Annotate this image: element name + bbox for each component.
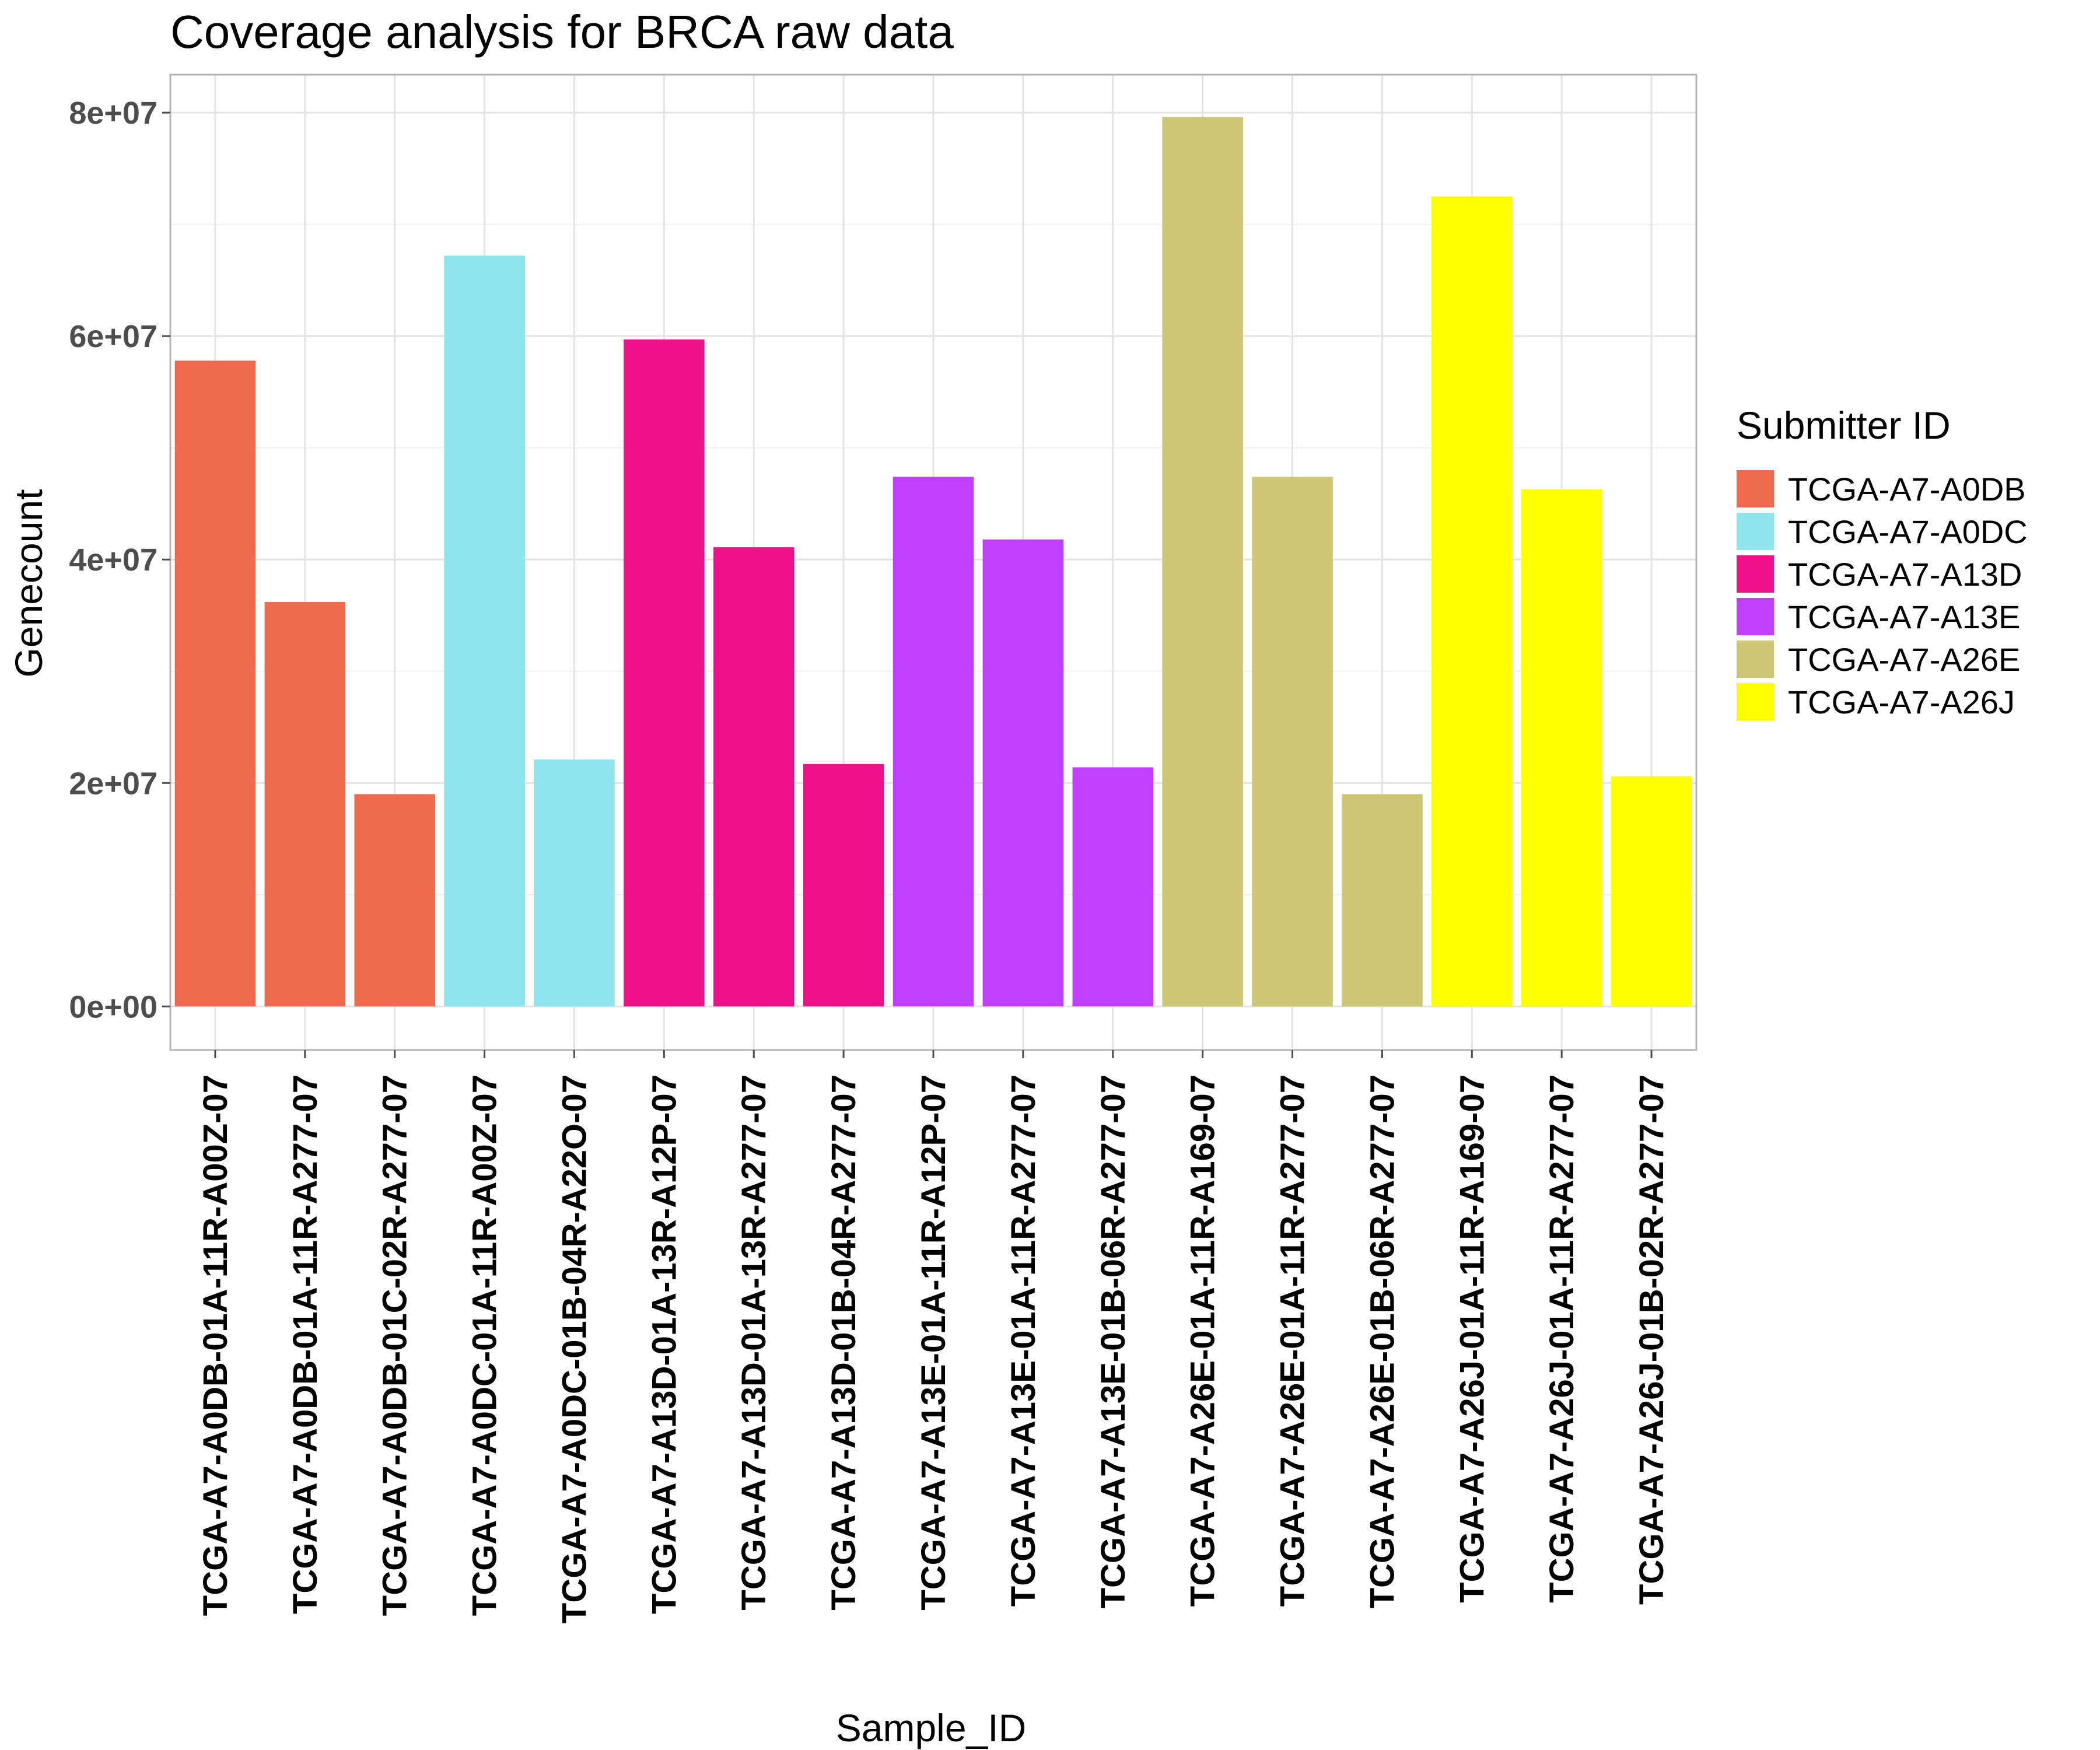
- legend-key: [1737, 470, 1774, 508]
- x-tick-label: TCGA-A7-A13D-01B-04R-A277-07: [825, 1074, 863, 1611]
- y-tick-label: 2e+07: [69, 766, 158, 801]
- bar: [1162, 117, 1243, 1007]
- y-tick-label: 8e+07: [69, 96, 158, 131]
- bar: [1252, 477, 1333, 1007]
- bar: [1521, 489, 1602, 1007]
- x-tick-label: TCGA-A7-A0DB-01C-02R-A277-07: [376, 1074, 414, 1616]
- y-tick-label: 6e+07: [69, 319, 158, 354]
- legend-key: [1737, 683, 1774, 720]
- x-tick-label: TCGA-A7-A26J-01A-11R-A169-07: [1453, 1074, 1491, 1603]
- bar: [1611, 776, 1692, 1007]
- bar: [1072, 767, 1154, 1007]
- bar: [534, 760, 615, 1007]
- legend-title: Submitter ID: [1737, 404, 1951, 447]
- x-axis: TCGA-A7-A0DB-01A-11R-A00Z-07 TCGA-A7-A0DB…: [197, 1050, 1671, 1623]
- y-tick-label: 4e+07: [69, 542, 158, 578]
- y-tick-label: 0e+00: [69, 989, 158, 1024]
- legend-label: TCGA-A7-A26J: [1788, 684, 2015, 720]
- legend-key: [1737, 598, 1774, 635]
- legend-label: TCGA-A7-A13E: [1788, 598, 2020, 635]
- x-tick-label: TCGA-A7-A26J-01B-02R-A277-07: [1633, 1074, 1671, 1605]
- bar: [444, 256, 525, 1007]
- legend: Submitter ID TCGA-A7-A0DBTCGA-A7-A0DCTCG…: [1737, 404, 2028, 720]
- legend-key: [1737, 513, 1774, 550]
- legend-key: [1737, 640, 1774, 678]
- chart-title: Coverage analysis for BRCA raw data: [170, 6, 954, 58]
- x-tick-label: TCGA-A7-A0DB-01A-11R-A277-07: [286, 1074, 324, 1614]
- bar: [264, 601, 346, 1007]
- bar: [354, 794, 435, 1007]
- x-tick-label: TCGA-A7-A26J-01A-11R-A277-07: [1543, 1074, 1581, 1603]
- x-tick-label: TCGA-A7-A26E-01A-11R-A277-07: [1274, 1074, 1312, 1606]
- x-tick-label: TCGA-A7-A13D-01A-13R-A277-07: [735, 1074, 773, 1611]
- x-tick-label: TCGA-A7-A13E-01B-06R-A277-07: [1094, 1074, 1132, 1608]
- legend-entries: TCGA-A7-A0DB TCGA-A7-A0DC TCGA-A7-A13D TCGA…: [1737, 470, 2028, 720]
- bar: [803, 764, 884, 1007]
- x-tick-label: TCGA-A7-A0DC-01B-04R-A22O-07: [555, 1074, 593, 1623]
- legend-label: TCGA-A7-A26E: [1788, 641, 2020, 678]
- x-tick-label: TCGA-A7-A26E-01B-06R-A277-07: [1363, 1074, 1401, 1608]
- y-axis: 0e+00 2e+07 4e+07 6e+07 8e+07: [69, 96, 170, 1024]
- x-tick-label: TCGA-A7-A13E-01A-11R-A12P-07: [915, 1074, 953, 1611]
- bar: [982, 539, 1064, 1007]
- bars: [174, 117, 1692, 1007]
- x-axis-title: Sample_ID: [836, 1706, 1027, 1749]
- y-axis-title: Genecount: [7, 489, 50, 678]
- bar: [174, 360, 256, 1007]
- bar: [892, 477, 974, 1007]
- legend-key: [1737, 555, 1774, 593]
- x-tick-label: TCGA-A7-A0DB-01A-11R-A00Z-07: [197, 1074, 235, 1616]
- bar: [1432, 196, 1513, 1007]
- plot-panel: [169, 74, 1698, 1051]
- bar: [1342, 794, 1423, 1007]
- bar: [713, 547, 794, 1007]
- x-tick-label: TCGA-A7-A26E-01A-11R-A169-07: [1184, 1074, 1222, 1606]
- legend-label: TCGA-A7-A0DB: [1788, 471, 2026, 508]
- x-tick-label: TCGA-A7-A13E-01A-11R-A277-07: [1005, 1074, 1042, 1606]
- bar: [624, 339, 705, 1007]
- legend-label: TCGA-A7-A13D: [1788, 556, 2022, 593]
- x-tick-label: TCGA-A7-A13D-01A-13R-A12P-07: [645, 1074, 683, 1614]
- legend-label: TCGA-A7-A0DC: [1788, 513, 2028, 550]
- x-tick-label: TCGA-A7-A0DC-01A-11R-A00Z-07: [466, 1074, 504, 1616]
